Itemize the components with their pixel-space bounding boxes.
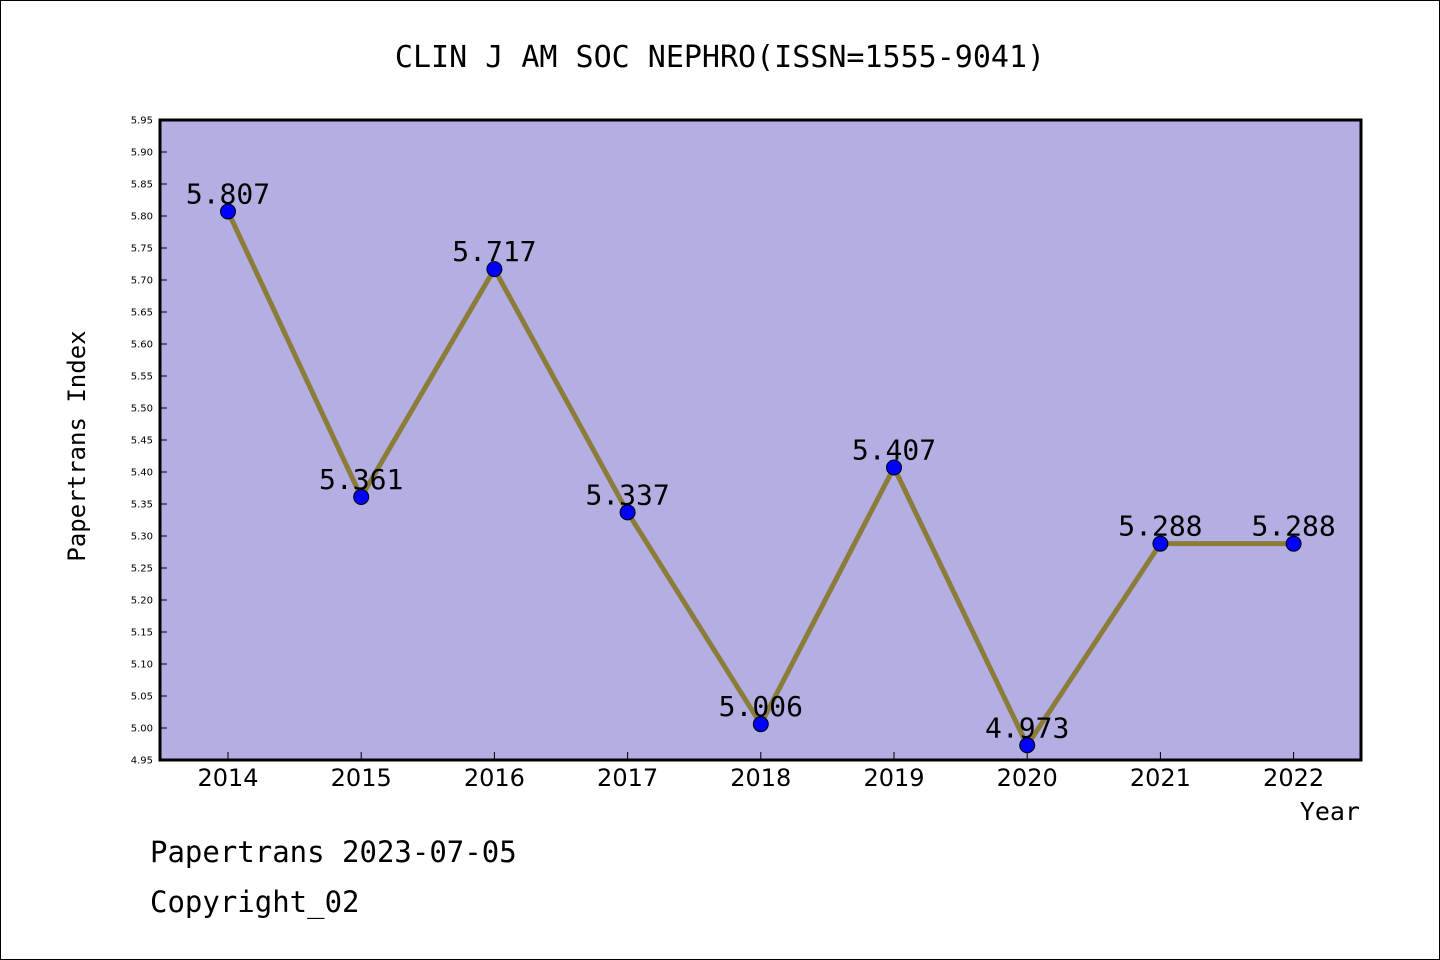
data-point-marker [752, 716, 769, 733]
data-label: 5.006 [719, 690, 803, 723]
data-label: 5.288 [1118, 510, 1202, 543]
data-label: 4.973 [985, 711, 1069, 744]
data-label: 5.361 [319, 463, 403, 496]
data-label: 5.717 [452, 235, 536, 268]
y-tick-label: 4.95 [131, 756, 153, 767]
x-tick-label: 2020 [997, 764, 1058, 792]
y-axis-label: Papertrans Index [63, 330, 91, 561]
x-tick-label: 2015 [331, 764, 392, 792]
data-point-marker [1152, 535, 1169, 552]
data-label: 5.337 [585, 478, 669, 511]
data-point-marker [486, 261, 503, 278]
y-tick-label: 5.40 [131, 468, 153, 479]
y-axis-ticks: 4.95 5.00 5.05 5.10 5.15 5.20 5.25 5.30 5.35 5.40… [131, 116, 167, 767]
y-tick-label: 5.80 [131, 212, 153, 223]
y-tick-label: 5.45 [131, 436, 153, 447]
x-tick-label: 2014 [197, 764, 258, 792]
data-label: 5.407 [852, 434, 936, 467]
y-tick-label: 5.90 [131, 148, 153, 159]
footer-date-text: Papertrans 2023-07-05 [150, 835, 517, 869]
data-point-marker [353, 488, 370, 505]
x-tick-label: 2022 [1263, 764, 1324, 792]
x-tick-label: 2018 [730, 764, 791, 792]
y-tick-label: 5.85 [131, 180, 153, 191]
x-tick-label: 2016 [464, 764, 525, 792]
y-tick-label: 5.70 [131, 276, 153, 287]
x-axis-label: Year [1300, 797, 1360, 826]
plot-area [158, 118, 1363, 762]
x-tick-label: 2017 [597, 764, 658, 792]
y-tick-label: 5.10 [131, 660, 153, 671]
data-point-marker [886, 459, 902, 476]
x-tick-label: 2019 [863, 764, 924, 792]
y-tick-label: 5.15 [131, 628, 153, 639]
data-label: 5.807 [186, 178, 270, 211]
y-tick-label: 5.30 [131, 532, 153, 543]
y-tick-label: 5.25 [131, 564, 153, 575]
data-labels-group: 5.807 5.361 5.717 5.337 5.006 5.407 4.973 5.288… [186, 178, 1336, 745]
data-label: 5.288 [1251, 510, 1335, 543]
y-tick-label: 5.60 [131, 340, 153, 351]
data-point-marker [619, 504, 636, 521]
data-point-marker [1285, 535, 1302, 552]
footer-copyright-text: Copyright_02 [150, 885, 360, 919]
y-tick-label: 5.00 [131, 724, 153, 735]
y-tick-label: 5.05 [131, 692, 153, 703]
y-tick-label: 5.65 [131, 308, 153, 319]
chart-title: CLIN J AM SOC NEPHRO(ISSN=1555-9041) [395, 40, 1045, 75]
data-point-marker [220, 203, 236, 220]
y-tick-label: 5.75 [131, 244, 153, 255]
y-tick-label: 5.55 [131, 372, 153, 383]
x-tick-label: 2021 [1130, 764, 1191, 792]
y-tick-label: 5.20 [131, 596, 153, 607]
x-axis-ticks: 2014 2015 2016 2017 2018 2019 2020 2021 2022 [197, 752, 1324, 792]
data-point-marker [1019, 737, 1036, 754]
data-markers [220, 203, 1302, 754]
y-tick-label: 5.50 [131, 404, 153, 415]
y-tick-label: 5.35 [131, 500, 153, 511]
y-tick-label: 5.95 [131, 116, 153, 127]
